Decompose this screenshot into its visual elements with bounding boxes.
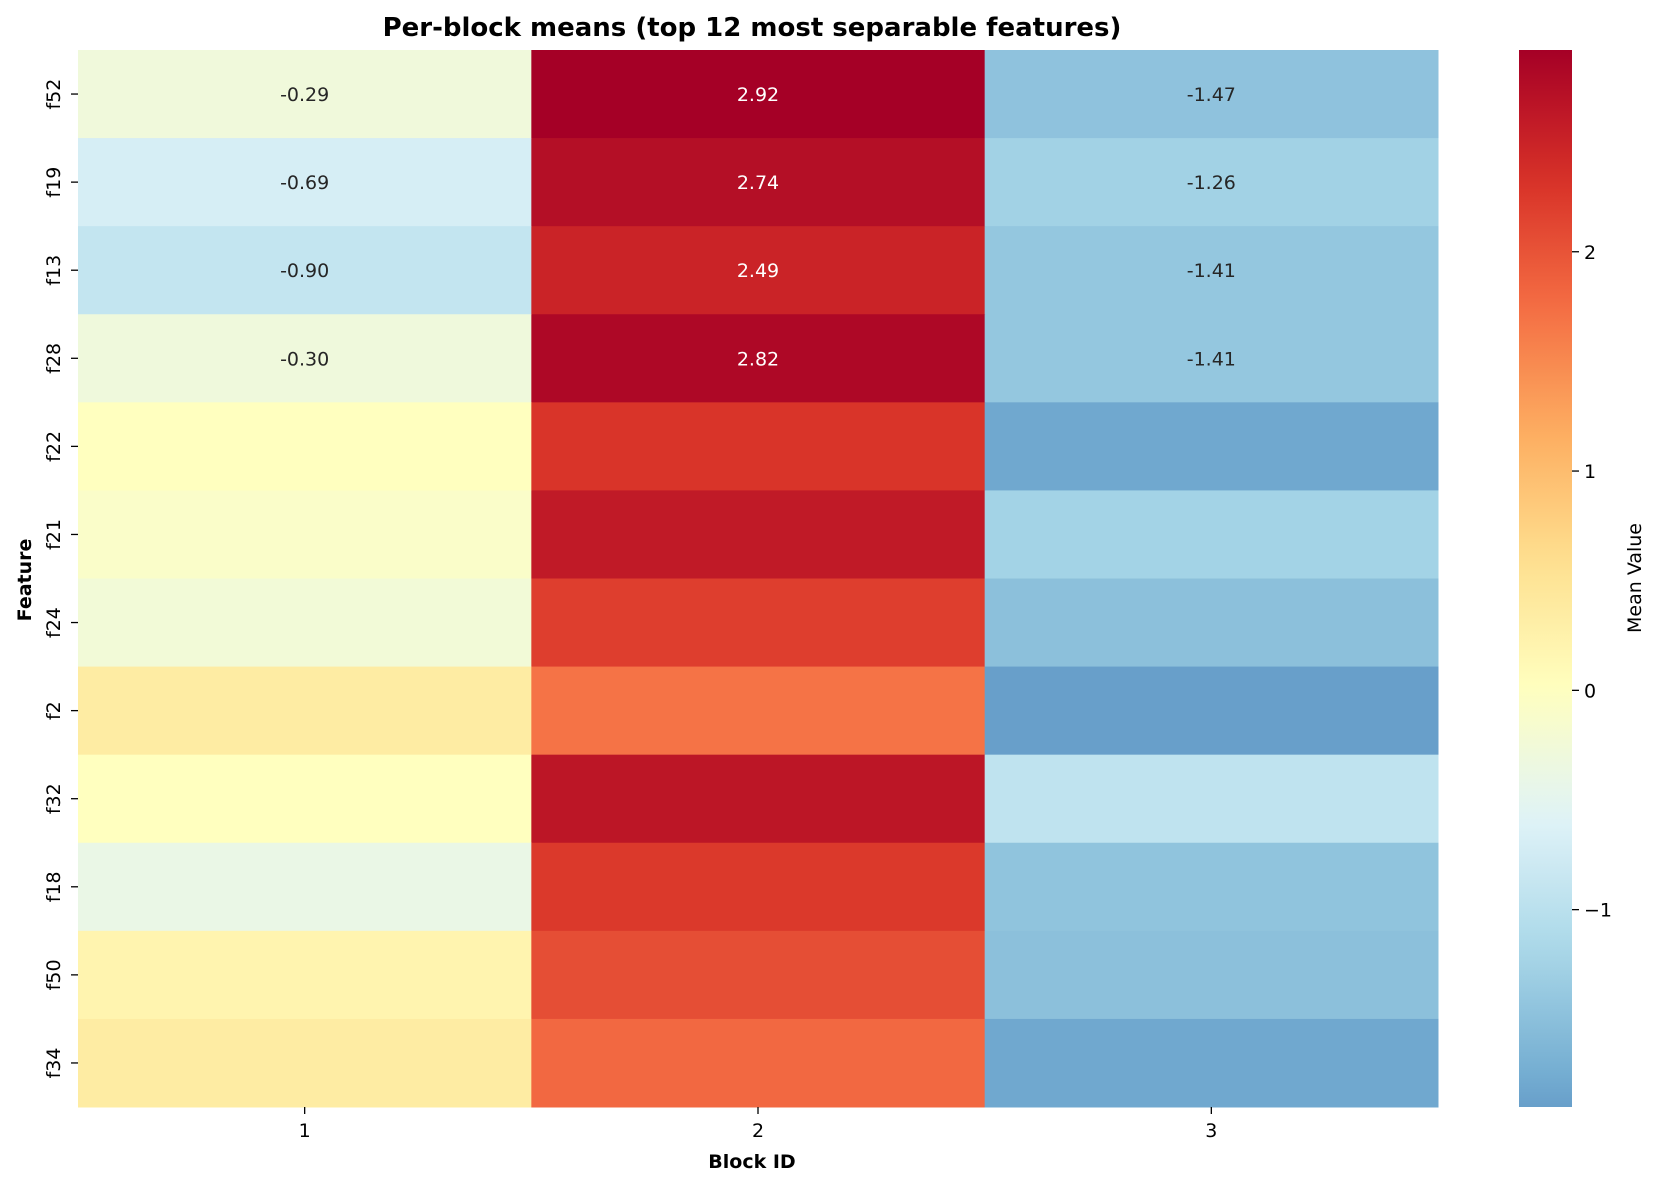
heatmap-cell [78,930,532,1020]
y-tick-label: f32 [43,783,65,814]
cell-value-label: -1.26 [1187,172,1236,194]
y-tick-label: f22 [43,431,65,462]
heatmap-cell [984,578,1439,668]
x-tick-label: 1 [299,1120,311,1142]
heatmap-cell [78,1018,532,1108]
heatmap-cell [531,842,986,932]
heatmap-cell [78,402,532,491]
cell-value-label: -0.90 [280,260,329,282]
y-tick-label: f24 [43,607,65,638]
x-tick-label: 2 [752,1120,764,1142]
heatmap-cell [984,754,1439,844]
x-axis-ticks: 1 2 3 [299,1107,1217,1142]
y-axis-label: Feature [14,539,36,622]
cell-value-label: 2.82 [737,348,779,370]
cell-value-label: -0.69 [280,172,329,194]
heatmap-cell [531,402,986,491]
heatmap-cell [78,842,532,932]
heatmap-cell [78,754,532,844]
heatmap-cell [984,226,1439,315]
heatmap-cell [531,930,986,1020]
heatmap-cell [984,842,1439,932]
heatmap-cell [531,314,986,403]
heatmap-cell [984,50,1439,139]
heatmap-cell [984,402,1439,491]
y-tick-label: f34 [43,1048,65,1079]
cell-value-label: -0.30 [280,348,329,370]
y-tick-label: f2 [43,701,65,720]
colorbar-label: Mean Value [1624,523,1646,633]
heatmap-cell [78,666,532,756]
y-tick-label: f21 [43,519,65,550]
cell-value-label: 2.92 [737,84,779,106]
colorbar-tick-label: 2 [1584,242,1596,264]
heatmap-cell [984,666,1439,756]
heatmap-cell [531,1018,986,1108]
cell-value-label: 2.49 [737,260,779,282]
heatmap-cell [531,138,986,227]
y-tick-label: f19 [43,167,65,198]
cell-value-label: -0.29 [280,84,329,106]
heatmap-cell [984,314,1439,403]
colorbar-ticks: −1 0 1 2 [1572,242,1612,922]
cell-value-labels: -0.29 2.92 -1.47 -0.69 2.74 -1.26 -0.90 2.49 -1.… [280,84,1236,370]
heatmap-cell [78,490,532,579]
cell-value-label: -1.41 [1187,348,1236,370]
colorbar-tick-label: 1 [1584,461,1596,483]
colorbar-tick-label: −1 [1584,900,1612,922]
y-tick-label: f50 [43,959,65,990]
colorbar-tick-label: 0 [1584,680,1596,702]
heatmap-cell [531,490,986,579]
heatmap-cell [531,666,986,756]
cell-value-label: -1.47 [1187,84,1236,106]
colorbar [1519,50,1572,1107]
heatmap-cell [78,50,532,139]
heatmap-cell [984,930,1439,1020]
heatmap-cell [531,226,986,315]
heatmap-cell [78,314,532,403]
chart-title: Per-block means (top 12 most separable f… [383,13,1122,43]
heatmap-cell [78,226,532,315]
heatmap-cell [531,50,986,139]
x-tick-label: 3 [1205,1120,1217,1142]
heatmap-cells [78,50,1439,1108]
heatmap-cell [78,578,532,668]
heatmap-cell [984,490,1439,579]
heatmap-cell [984,138,1439,227]
y-axis-ticks: f52 f19 f13 f28 f22 f21 f24 f2 f32 f18 f50 f34 [43,79,78,1079]
cell-value-label: 2.74 [737,172,779,194]
y-tick-label: f52 [43,79,65,110]
heatmap-cell [984,1018,1439,1108]
x-axis-label: Block ID [708,1151,795,1173]
heatmap-cell [531,754,986,844]
cell-value-label: -1.41 [1187,260,1236,282]
heatmap-cell [531,578,986,668]
y-tick-label: f13 [43,255,65,286]
heatmap-cell [78,138,532,227]
y-tick-label: f18 [43,871,65,902]
y-tick-label: f28 [43,343,65,374]
